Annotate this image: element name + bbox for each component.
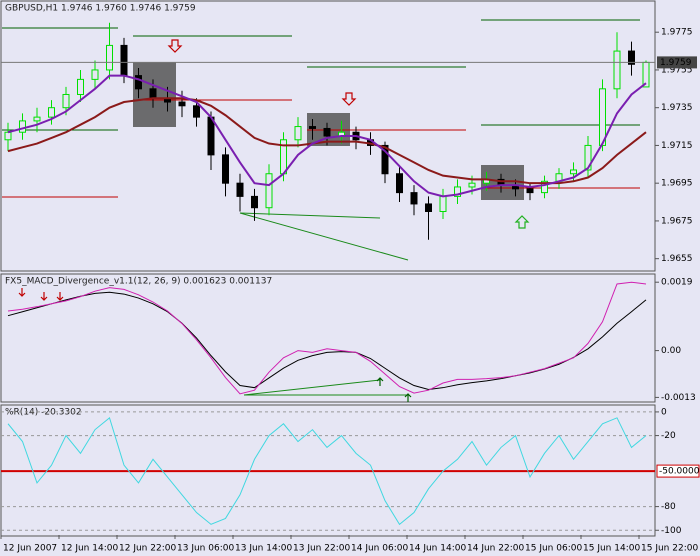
series-line	[7, 97, 647, 185]
y-tick-label: 1.9735	[661, 103, 693, 113]
x-tick-label: 15 Jun 06:00	[525, 544, 582, 554]
candle-body	[381, 144, 389, 175]
y-tick-label: 1.9675	[661, 216, 693, 226]
candle-body	[135, 75, 142, 90]
y-tick-label: -20	[661, 431, 676, 441]
candle-body	[77, 78, 84, 95]
y-tick-label: 0.0019	[661, 278, 693, 288]
candle-body	[33, 116, 41, 122]
candle-body	[265, 173, 273, 209]
candle-body	[584, 144, 592, 171]
y-tick-label: 1.9695	[661, 179, 693, 189]
macd-panel	[0, 273, 656, 403]
level-box	[656, 464, 700, 478]
x-tick-label: 13 Jun 14:00	[235, 544, 292, 554]
candle-body	[222, 154, 229, 184]
panel-title: %R(14) -20.3302	[5, 408, 82, 418]
candle-body	[570, 169, 577, 175]
candle-body	[236, 182, 244, 197]
x-tick-label: 15 Jun 14:00	[583, 544, 640, 554]
series-line	[7, 281, 647, 395]
candle-body	[396, 173, 403, 194]
panel-title: FX5_MACD_Divergence_v1.1(12, 26, 9) 0.00…	[5, 277, 272, 287]
candle-body	[62, 93, 70, 109]
x-tick-label: 12 Jun 22:00	[119, 544, 176, 554]
last-price-label: 1.9759	[660, 58, 692, 68]
candle-body	[309, 126, 316, 129]
candle-body	[323, 127, 331, 137]
x-tick-label: 12 Jun 14:00	[61, 544, 118, 554]
candle-body	[410, 192, 418, 205]
y-tick-label: 1.9655	[661, 254, 693, 264]
x-tick-label: 15 Jun 22:00	[641, 544, 698, 554]
candle-body	[294, 126, 302, 141]
candle-body	[425, 203, 432, 212]
candle-body	[19, 120, 26, 133]
candle-body	[613, 50, 621, 90]
panel-title: GBPUSD,H1 1.9746 1.9760 1.9746 1.9759	[5, 4, 196, 14]
y-tick-label: 1.9775	[661, 28, 693, 38]
candle-body	[439, 195, 447, 212]
candle-body	[454, 186, 461, 197]
candle-body	[541, 180, 548, 194]
y-tick-label: 1.9715	[661, 141, 693, 151]
candle-body	[91, 69, 99, 80]
candle-body	[106, 44, 113, 71]
candle-body	[4, 131, 12, 141]
x-tick-label: 14 Jun 06:00	[351, 544, 408, 554]
candle-body	[48, 107, 55, 118]
price-panel	[0, 0, 656, 272]
x-tick-label: 14 Jun 14:00	[409, 544, 466, 554]
x-tick-label: 13 Jun 22:00	[293, 544, 350, 554]
y-tick-label: 1.9755	[661, 65, 693, 75]
last-price-box	[657, 56, 697, 69]
y-tick-label: -100	[661, 526, 682, 536]
y-tick-label: -0.0013	[661, 393, 696, 403]
series-line	[7, 74, 647, 198]
y-tick-label: -80	[661, 502, 676, 512]
candle-body	[193, 105, 200, 118]
x-tick-label: 14 Jun 22:00	[467, 544, 524, 554]
level-label: -50.0000	[659, 467, 700, 477]
candle-body	[207, 116, 215, 156]
series-line	[7, 416, 647, 526]
y-tick-label: 0.00	[661, 346, 681, 356]
candle-body	[178, 101, 186, 107]
candle-body	[251, 195, 258, 209]
candle-body	[468, 182, 476, 188]
candle-body	[149, 88, 157, 99]
y-tick-label: 0	[661, 407, 667, 417]
candle-body	[628, 50, 635, 65]
x-tick-label: 13 Jun 06:00	[177, 544, 234, 554]
x-tick-label: 12 Jun 2007	[3, 544, 57, 554]
candle-body	[526, 188, 534, 194]
candle-body	[120, 44, 128, 77]
